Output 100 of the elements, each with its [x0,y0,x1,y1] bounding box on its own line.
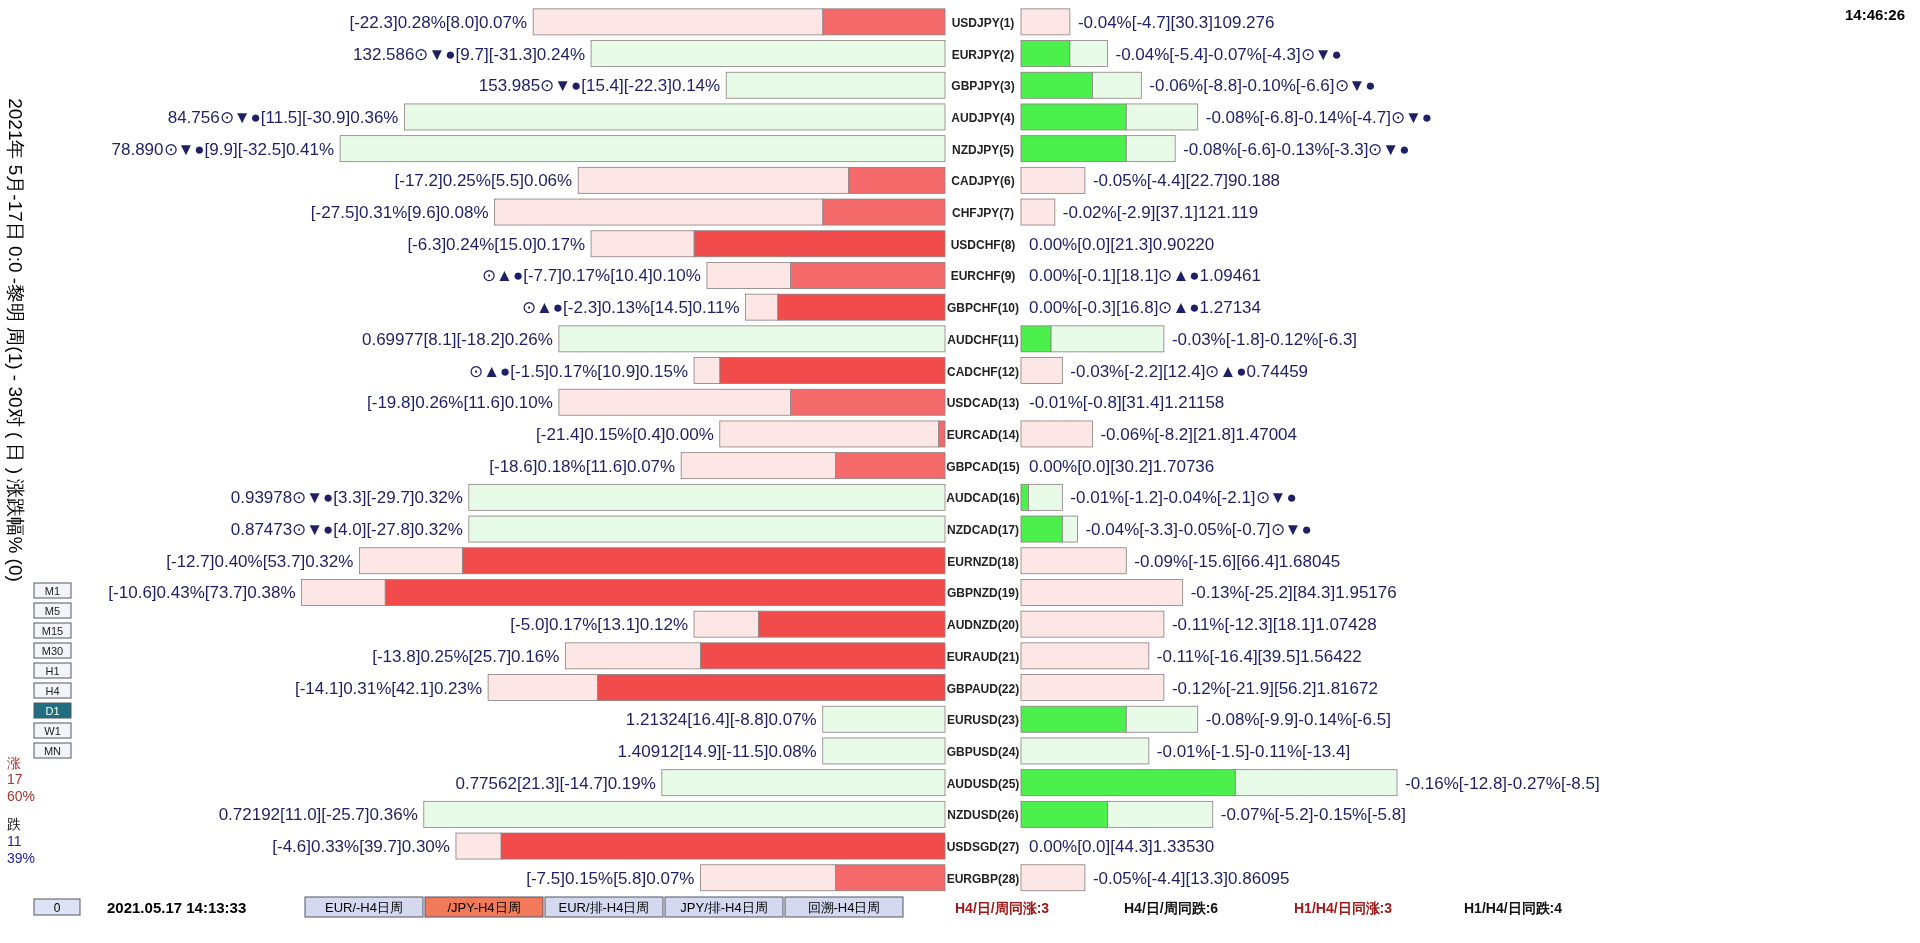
bar [1020,357,1063,384]
annotation: 132.586⊙▼●[9.7][-31.3]0.24% [353,44,586,64]
annotation: -0.02%[-2.9][37.1]121.119 [1062,203,1259,223]
bar [1020,579,1184,606]
y-tick-label: EURGBP(28) [946,871,1020,886]
annotation: 0.00%[-0.3][16.8]⊙▲●1.27134 [1029,298,1262,318]
bar [339,135,946,163]
annotation: [-22.3]0.28%[8.0]0.07% [349,12,528,32]
bar [1020,737,1150,765]
annotation: -0.04%[-4.7][30.3]109.276 [1077,12,1275,32]
annotation: -0.03%[-1.8]-0.12%[-6.3] [1171,329,1358,349]
annotation: [-27.5]0.31%[9.6]0.08% [310,203,489,223]
annotation: [-19.8]0.26%[11.6]0.10% [367,393,553,413]
annotation: 0.72192[11.0][-25.7]0.36% [218,805,418,825]
bar [1020,642,1150,670]
y-tick-label: AUDCAD(16) [946,491,1020,506]
annotation: -0.08%[-6.8]-0.14%[-4.7]⊙▼● [1205,107,1433,127]
annotation: -0.12%[-21.9][56.2]1.81672 [1171,678,1378,698]
bar [1020,8,1071,36]
text: [-10.6]0.43%[73.7]0.38% [108,583,296,603]
y-tick-label: EURUSD(23) [946,713,1020,728]
bar [822,705,946,733]
annotation: [-21.4]0.15%[0.4]0.00% [536,424,714,444]
y-tick-label: CADCHF(12) [947,364,1019,379]
y-tick-label: EURAUD(21) [946,649,1020,664]
annotation: 0.69977[8.1][-18.2]0.26% [361,329,553,349]
bar [558,325,946,353]
y-tick-label: GBPCHF(10) [946,301,1020,316]
bar [1020,674,1165,701]
y-tick-label: NZDJPY(5) [951,142,1015,157]
y-tick-label: NZDCAD(17) [947,523,1019,538]
annotation: -0.01%[-1.5]-0.11%[-13.4] [1156,741,1351,761]
bar [1020,610,1165,638]
annotation: 0.00%[0.0][30.2]1.70736 [1029,456,1215,476]
annotation: -0.08%[-6.6]-0.13%[-3.3]⊙▼● [1183,139,1410,159]
y-tick-label: EURCHF(9) [950,269,1016,284]
bar [590,40,946,67]
y-tick-label: AUDUSD(25) [946,776,1020,791]
annotation: -0.03%[-2.2][12.4]⊙▲●0.74459 [1070,361,1309,381]
annotation: ⊙▲●[-7.7]0.17%[10.4]0.10% [482,266,701,286]
bar [468,483,946,511]
annotation: [-14.1]0.31%[42.1]0.23% [294,678,483,698]
y-tick-label: AUDNZD(20) [947,618,1019,633]
bar [1020,864,1086,892]
annotation: -0.05%[-4.4][13.3]0.86095 [1092,868,1290,888]
annotation: [-6.3]0.24%[15.0]0.17% [407,234,586,254]
text: -0.16%[-12.8]-0.27%[-8.5] [1405,773,1600,793]
y-tick-label: CHFJPY(7) [951,206,1015,221]
annotation: -0.06%[-8.2][21.8]1.47004 [1100,424,1298,444]
annotation: 1.21324[16.4][-8.8]0.07% [625,710,817,730]
annotation: 0.00%[0.0][44.3]1.33530 [1029,837,1215,857]
annotation: 0.87473⊙▼●[4.0][-27.8]0.32% [230,520,463,540]
annotation: -0.01%[-0.8][31.4]1.21158 [1029,393,1225,413]
annotation: -0.04%[-5.4]-0.07%[-4.3]⊙▼● [1115,44,1342,64]
annotation: -0.05%[-4.4][22.7]90.188 [1092,171,1281,191]
bar [725,71,946,99]
annotation: -0.11%[-12.3][18.1]1.07428 [1171,615,1377,635]
y-tick-label: NZDUSD(26) [947,808,1019,823]
bar [468,515,946,543]
annotation: [-13.8]0.25%[25.7]0.16% [372,646,560,666]
y-tick-label: CADJPY(6) [951,174,1015,189]
y-tick-label: GBPCAD(15) [946,459,1020,474]
annotation: [-12.7]0.40%[53.7]0.32% [166,551,354,571]
annotation: 78.890⊙▼●[9.9][-32.5]0.41% [111,139,335,159]
annotation: [-18.6]0.18%[11.6]0.07% [489,456,676,476]
annotation: 84.756⊙▼●[11.5][-30.9]0.36% [167,107,399,127]
annotation: 0.77562[21.3][-14.7]0.19% [455,773,656,793]
y-tick-label: EURJPY(2) [951,47,1015,62]
annotation: -0.04%[-3.3]-0.05%[-0.7]⊙▼● [1085,520,1312,540]
y-tick-label: USDSGD(27) [946,840,1020,855]
y-tick-label: AUDCHF(11) [947,332,1019,347]
y-tick-label: EURCAD(14) [946,427,1020,442]
annotation: [-7.5]0.15%[5.8]0.07% [526,868,695,888]
y-tick-label: GBPNZD(19) [946,586,1020,601]
annotation: 0.00%[-0.1][18.1]⊙▲●1.09461 [1029,266,1262,286]
bar [1020,198,1056,226]
annotation: 0.00%[0.0][21.3]0.90220 [1029,234,1215,254]
y-tick-label: USDCHF(8) [950,237,1016,252]
annotation: -0.07%[-5.2]-0.15%[-5.8] [1220,805,1406,825]
annotation: -0.08%[-9.9]-0.14%[-6.5] [1205,710,1391,730]
y-tick-label: AUDJPY(4) [951,110,1015,125]
bar [661,769,946,797]
bar [404,103,946,131]
annotation: [-5.0]0.17%[13.1]0.12% [510,615,689,635]
y-tick-label: GBPUSD(24) [946,744,1020,759]
annotation: -0.06%[-8.8]-0.10%[-6.6]⊙▼● [1149,76,1376,96]
annotation: 1.40912[14.9][-11.5]0.08% [617,741,817,761]
annotation: ⊙▲●[-2.3]0.13%[14.5]0.11% [522,298,740,318]
annotation: -0.09%[-15.6][66.4]1.68045 [1134,551,1341,571]
y-tick-label: USDCAD(13) [946,396,1020,411]
bar [1020,547,1127,575]
y-tick-label: GBPAUD(22) [946,681,1020,696]
bar [1020,166,1086,194]
bar [1020,420,1093,448]
bar [822,737,946,765]
annotation: 153.985⊙▼●[15.4][-22.3]0.14% [478,76,721,96]
annotation: 0.93978⊙▼●[3.3][-29.7]0.32% [230,488,463,508]
annotation: [-4.6]0.33%[39.7]0.30% [272,837,450,857]
annotation: [-17.2]0.25%[5.5]0.06% [394,171,573,191]
annotation: ⊙▲●[-1.5]0.17%[10.9]0.15% [469,361,689,381]
